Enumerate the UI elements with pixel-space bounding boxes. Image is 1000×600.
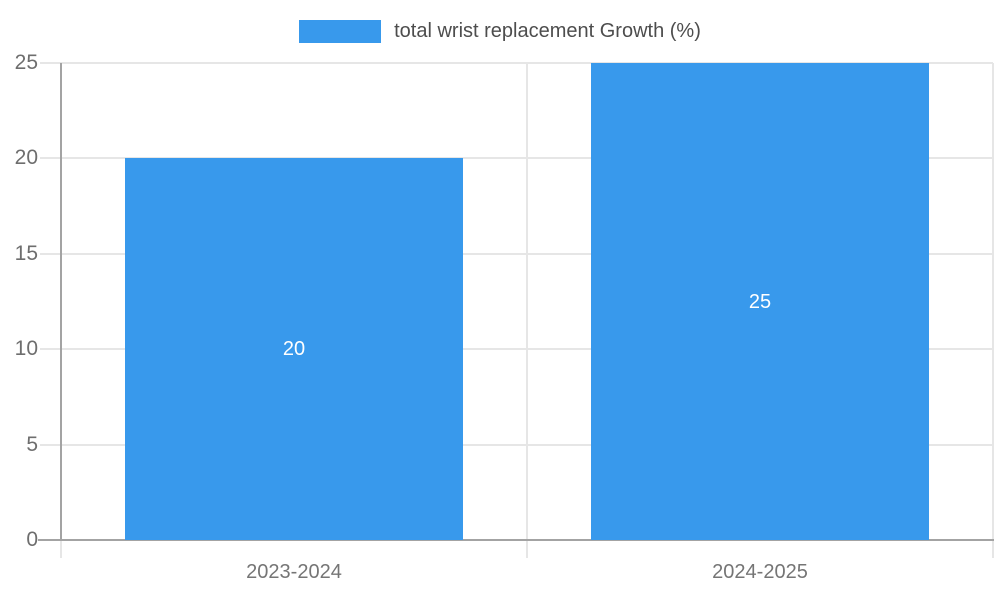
y-gridline <box>40 443 993 446</box>
y-gridline <box>40 348 993 351</box>
y-gridline <box>40 62 993 64</box>
y-axis-tick-label: 20 <box>14 146 38 170</box>
legend-swatch <box>299 19 382 43</box>
axis-tick-extension <box>60 540 62 558</box>
bar <box>591 63 929 540</box>
bar-value-label: 20 <box>282 338 306 360</box>
x-axis-line <box>38 539 994 541</box>
legend: total wrist replacement Growth (%) <box>0 16 1000 46</box>
x-axis-tick-label: 2024-2025 <box>712 561 808 583</box>
y-axis-tick-label: 25 <box>14 51 38 74</box>
category-gridline <box>526 63 528 558</box>
y-gridline <box>40 157 993 160</box>
y-axis-tick-label: 0 <box>26 528 38 551</box>
y-axis-line <box>60 63 62 540</box>
category-gridline <box>992 63 994 558</box>
y-gridline <box>40 252 993 255</box>
y-axis-tick-label: 15 <box>14 241 38 265</box>
x-axis-tick-label: 2023-2024 <box>246 561 342 583</box>
bar <box>125 158 463 540</box>
bar-value-label: 25 <box>748 291 772 313</box>
y-axis-tick-label: 5 <box>26 432 38 456</box>
legend-label: total wrist replacement Growth (%) <box>394 19 701 42</box>
y-axis-tick-label: 10 <box>14 337 38 361</box>
